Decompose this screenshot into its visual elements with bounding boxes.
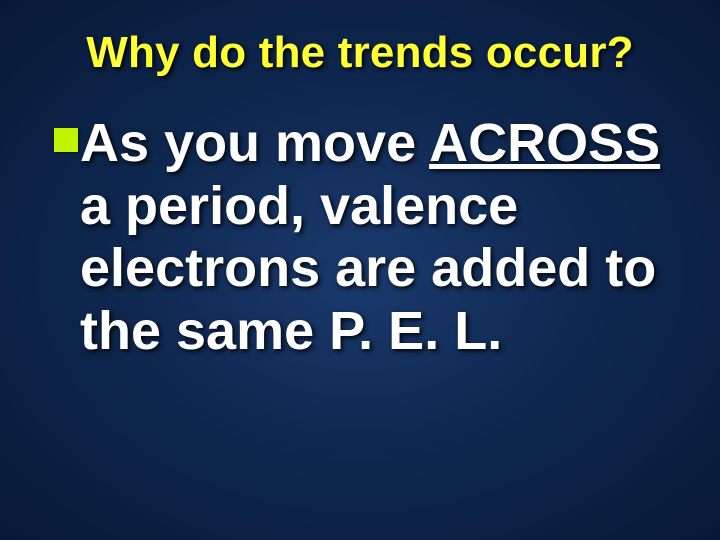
slide-title: Why do the trends occur? (48, 28, 672, 78)
body-seg2: a period, valence electrons are added to… (80, 176, 656, 361)
body-seg1: As you move (80, 113, 429, 173)
square-bullet-icon (54, 128, 78, 152)
body-text: As you move ACROSS a period, valence ele… (80, 112, 672, 363)
slide-container: Why do the trends occur? As you move ACR… (0, 0, 720, 540)
body-row: As you move ACROSS a period, valence ele… (48, 112, 672, 363)
body-underlined: ACROSS (429, 113, 660, 173)
